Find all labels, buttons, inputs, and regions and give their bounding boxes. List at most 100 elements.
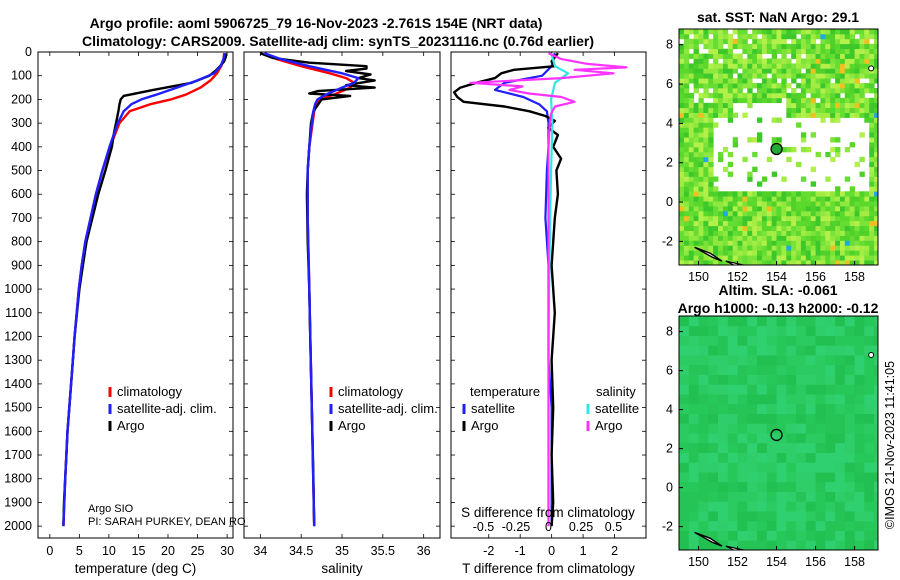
- map-cell: [844, 63, 851, 69]
- map-cell: [815, 210, 821, 217]
- map-cell: [815, 58, 821, 64]
- map-cell: [825, 107, 831, 113]
- map-cell: [713, 107, 719, 113]
- map-cell: [796, 97, 802, 104]
- map-cell: [810, 201, 816, 207]
- map-cell: [844, 38, 851, 45]
- map-cell: [874, 403, 878, 414]
- map-cell: [679, 48, 685, 54]
- map-cell: [874, 220, 878, 227]
- map-cell: [683, 102, 690, 109]
- map-cell: [849, 245, 855, 251]
- map-cell: [844, 206, 851, 212]
- map-cell: [722, 147, 729, 153]
- map-cell: [844, 316, 855, 327]
- map-cell: [864, 355, 875, 366]
- map-cell: [874, 176, 878, 182]
- map-cell: [698, 92, 704, 99]
- y-tick-label: 1800: [4, 472, 32, 486]
- sla-field: [679, 316, 878, 550]
- map-cell: [757, 117, 763, 123]
- map-cell: [796, 43, 802, 50]
- map-cell: [757, 137, 763, 143]
- map-cell: [747, 68, 753, 74]
- map-cell: [815, 540, 826, 550]
- map-cell: [781, 235, 787, 241]
- map-cell: [718, 88, 724, 94]
- map-cell: [742, 63, 748, 69]
- map-cell: [698, 97, 704, 104]
- map-cell: [747, 92, 753, 99]
- map-cell: [791, 63, 797, 69]
- map-cell: [732, 191, 738, 197]
- map-cell: [713, 122, 719, 128]
- map-cell: [747, 413, 758, 424]
- map-cell: [791, 260, 797, 265]
- map-cell: [761, 255, 768, 261]
- map-cell: [849, 83, 855, 89]
- map-cell: [683, 156, 690, 163]
- map-frame: [678, 315, 879, 551]
- map-cell: [757, 345, 768, 356]
- map-cell: [737, 255, 743, 261]
- map-cell: [805, 68, 812, 74]
- map-cell: [796, 250, 802, 256]
- map-cell: [805, 53, 812, 59]
- map-cell: [776, 530, 787, 541]
- map-cell: [781, 245, 787, 251]
- map-cell: [830, 255, 836, 261]
- map-cell: [722, 250, 729, 256]
- inner-x-tick-label: -0.25: [502, 520, 531, 534]
- map-cell: [718, 345, 729, 356]
- map-cell: [874, 491, 878, 502]
- x-tick-label: 20: [161, 544, 175, 558]
- map-cell: [688, 530, 699, 541]
- map-cell: [800, 92, 807, 99]
- map-cell: [864, 206, 870, 212]
- map-cell: [869, 225, 875, 231]
- map-cell: [708, 112, 714, 118]
- map-cell: [727, 240, 734, 246]
- map-cell: [698, 166, 704, 172]
- map-cell: [688, 92, 695, 99]
- map-cell: [757, 413, 768, 424]
- map-cell: [708, 191, 714, 197]
- map-cell: [854, 78, 860, 84]
- map-cell: [713, 215, 719, 222]
- map-cell: [727, 210, 734, 217]
- map-cell: [752, 53, 758, 59]
- map-cell: [854, 245, 860, 251]
- map-cell: [683, 215, 690, 222]
- map-cell: [757, 210, 763, 217]
- map-cell: [771, 260, 777, 265]
- map-cell: [805, 501, 816, 512]
- map-cell: [786, 48, 792, 54]
- map-cell: [688, 206, 695, 212]
- map-cell: [752, 58, 758, 64]
- map-cell: [849, 240, 855, 246]
- map-cell: [693, 151, 699, 158]
- map-cell: [815, 260, 821, 265]
- map-cell: [840, 43, 846, 50]
- map-cell: [796, 403, 807, 414]
- map-cell: [800, 191, 807, 197]
- map-cell: [679, 530, 690, 541]
- map-cell: [854, 423, 865, 434]
- map-cell: [727, 394, 738, 405]
- map-cell: [708, 48, 714, 54]
- map-cell: [854, 491, 865, 502]
- y-tick-label: 1300: [4, 353, 32, 367]
- map-cell: [732, 250, 738, 256]
- map-cell: [752, 220, 758, 227]
- map-cell: [810, 196, 816, 202]
- map-cell: [742, 83, 748, 89]
- map-cell: [791, 29, 797, 35]
- map-cell: [732, 245, 738, 251]
- map-cell: [849, 68, 855, 74]
- map-cell: [776, 442, 787, 453]
- map-cell: [835, 245, 841, 251]
- map-cell: [820, 250, 826, 256]
- map-cell: [776, 215, 782, 222]
- series-line-argo: [62, 52, 228, 527]
- map-cell: [796, 63, 802, 69]
